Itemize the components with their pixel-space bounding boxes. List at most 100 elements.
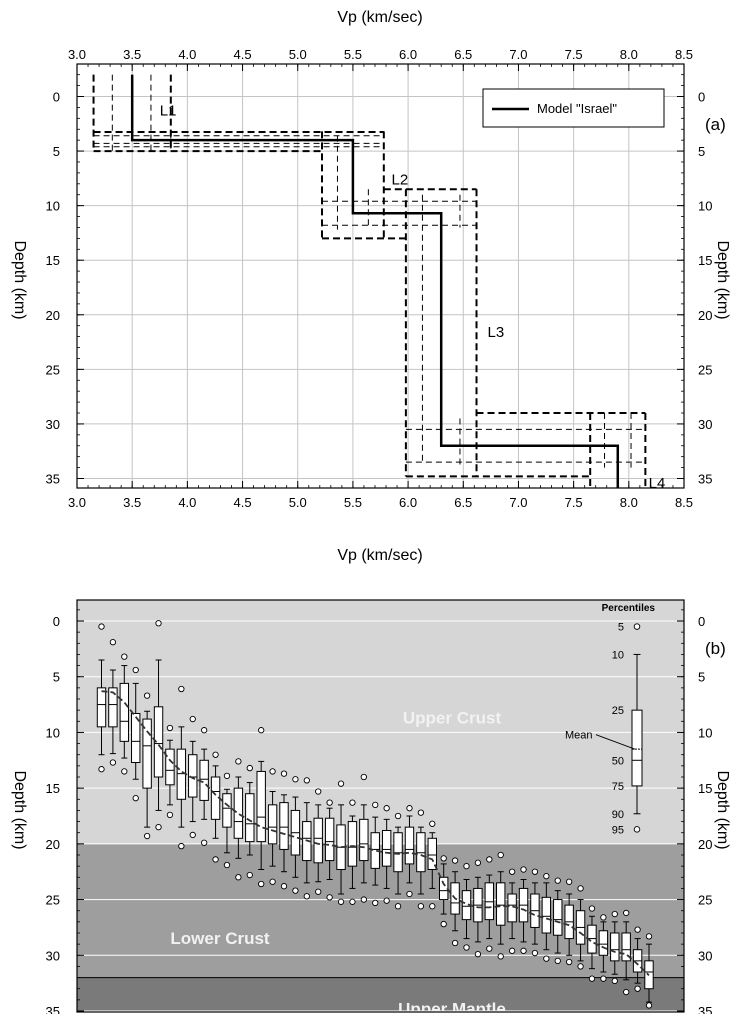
y-tick-label-right: 30 (698, 417, 712, 432)
layer-label-l1: L1 (160, 103, 177, 120)
p95-outlier (223, 861, 231, 869)
p95-outlier (155, 823, 162, 831)
p5-outlier (189, 715, 196, 723)
y-tick-label-left: 30 (46, 948, 60, 963)
p5-outlier (634, 926, 641, 933)
x-tick-label-bottom: 8.5 (675, 495, 693, 510)
iqr-box (245, 793, 255, 843)
layer-label-l4: L4 (649, 475, 666, 492)
box-34 (473, 859, 483, 958)
iqr-box (621, 932, 631, 962)
key-iqr-box (631, 709, 643, 787)
iqr-box (279, 802, 289, 850)
x-tick-label-bottom: 5.5 (344, 495, 362, 510)
p95-outlier (451, 939, 459, 947)
y-tick-label-left: 5 (53, 670, 60, 685)
iqr-box (313, 817, 323, 864)
box-20 (313, 788, 323, 895)
iqr-box (427, 837, 437, 870)
x-tick-label-bottom: 4.5 (234, 495, 252, 510)
p5-outlier (429, 820, 436, 827)
panel-a-bounds (92, 74, 647, 488)
y-tick-label-right: 0 (698, 614, 705, 629)
p5-outlier (98, 623, 105, 630)
box-9 (188, 715, 198, 839)
iqr-box (233, 787, 244, 839)
p95-outlier (201, 839, 208, 846)
p95-outlier (463, 944, 470, 951)
y-tick-label-left: 15 (46, 253, 60, 268)
y-tick-label-left: 35 (46, 1004, 60, 1014)
p95-outlier (383, 897, 390, 904)
y-tick-label-right: 15 (698, 253, 712, 268)
p5-outlier (349, 799, 356, 806)
y-tick-label-right: 20 (698, 837, 712, 852)
box-31 (438, 855, 449, 928)
p5-outlier (280, 770, 288, 777)
panel-b: Upper Crust Lower Crust Upper Mantle Perce… (11, 599, 731, 1014)
p95-outlier (132, 795, 139, 802)
box-27 (393, 812, 403, 910)
p5-outlier (406, 805, 413, 812)
box-23 (347, 799, 358, 905)
panel-b-right-y-axis-label: Depth (km) (714, 770, 731, 849)
p95-outlier (326, 894, 333, 901)
panel-b-zones: Upper Crust Lower Crust Upper Mantle (77, 600, 684, 1012)
iqr-box (176, 748, 187, 800)
x-tick-label-bottom: 3.5 (123, 495, 141, 510)
p5-outlier (155, 620, 162, 627)
box-40 (541, 873, 552, 962)
p95-outlier (566, 958, 573, 966)
box-25 (370, 801, 380, 907)
y-tick-label-left: 15 (46, 781, 60, 796)
p5-outlier (577, 885, 584, 892)
y-tick-label-left: 30 (46, 417, 60, 432)
layer-label-l2: L2 (392, 171, 409, 188)
percentile-label-10: 10 (612, 649, 624, 661)
percentile-label-25: 25 (612, 705, 624, 717)
key-p5-circle (633, 623, 641, 630)
x-tick-label-top: 3.0 (68, 47, 86, 62)
percentile-label-50: 50 (612, 755, 624, 767)
x-tick-label-bottom: 6.5 (454, 495, 472, 510)
box-7 (165, 724, 175, 819)
p95-outlier (417, 903, 425, 910)
p5-outlier (258, 727, 265, 734)
box-6 (153, 620, 164, 831)
panel-b-label: (b) (705, 639, 726, 658)
panel-b-ticks: 0 0 5 5 10 10 15 15 20 20 25 25 30 30 35 35 (46, 609, 712, 1014)
x-tick-label-bottom: 8.0 (620, 495, 638, 510)
p95-outlier (394, 903, 402, 910)
y-tick-label-left: 20 (46, 308, 60, 323)
iqr-box (541, 896, 552, 934)
iqr-box (119, 682, 130, 742)
p5-outlier (588, 905, 596, 912)
box-1 (96, 623, 107, 773)
p95-outlier (166, 811, 174, 819)
x-tick-label-top: 3.5 (123, 47, 141, 62)
panel-a-model-line (130, 74, 620, 488)
x-tick-label-bottom: 7.0 (509, 495, 527, 510)
p5-outlier (474, 859, 482, 866)
iqr-box (438, 876, 449, 901)
p95-outlier (337, 898, 345, 905)
p95-outlier (360, 896, 367, 903)
panel-b-frame (76, 599, 685, 1013)
y-tick-label-right: 15 (698, 781, 712, 796)
p95-outlier (109, 759, 117, 766)
y-tick-label-right: 5 (698, 144, 705, 159)
box-41 (553, 877, 563, 965)
y-tick-label-right: 10 (698, 199, 712, 214)
p95-outlier (543, 955, 550, 962)
p95-outlier (212, 856, 219, 863)
p95-outlier (645, 1002, 653, 1009)
box-28 (404, 805, 415, 898)
box-5 (142, 692, 152, 840)
p5-outlier (223, 772, 231, 780)
p5-outlier (315, 788, 322, 795)
y-tick-label-right: 0 (698, 90, 705, 105)
y-tick-label-right: 5 (698, 670, 705, 685)
p5-outlier (531, 868, 539, 875)
x-tick-label-bottom: 7.5 (565, 495, 583, 510)
iqr-box (256, 770, 266, 843)
